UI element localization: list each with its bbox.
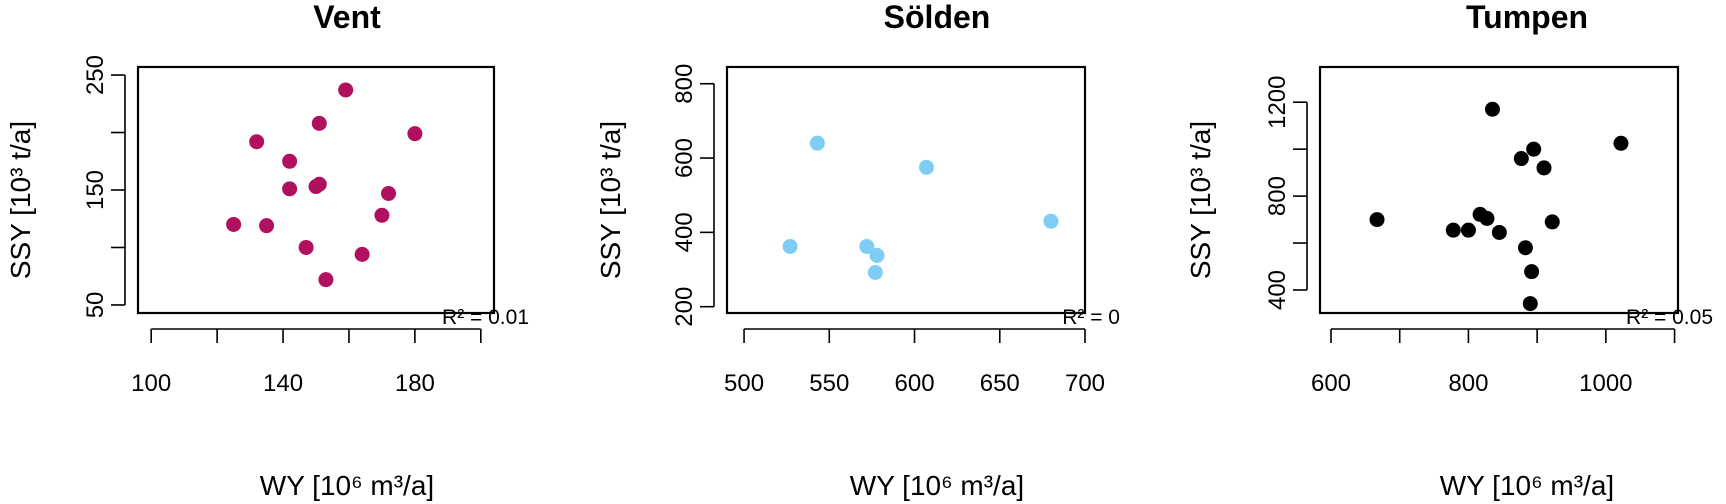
data-point	[1526, 141, 1542, 157]
data-point	[1613, 135, 1629, 151]
points	[782, 135, 1059, 280]
x-tick-label: 500	[724, 370, 764, 397]
y-tick-label: 150	[82, 170, 109, 210]
r-squared-label: R² = 0.01	[442, 306, 529, 329]
data-point	[282, 153, 298, 169]
data-point	[1517, 240, 1533, 256]
y-tick-label: 800	[1264, 176, 1291, 216]
x-axis: 500 550 600 650 700	[724, 328, 1105, 397]
x-axis-label: WY [10⁶ m³/a]	[1440, 470, 1614, 501]
data-point	[867, 264, 883, 280]
data-point	[1445, 222, 1461, 238]
x-axis: 600 800 1000	[1311, 328, 1676, 397]
y-axis: 50 150 250	[82, 55, 126, 319]
data-point	[1479, 210, 1495, 226]
y-tick-label: 600	[671, 138, 698, 178]
x-axis: 100 140 180	[131, 328, 482, 397]
data-point	[298, 239, 314, 255]
r-squared-label: R² = 0.05	[1626, 306, 1713, 329]
y-axis: 200 400 600 800	[671, 64, 715, 327]
plot-frame	[1318, 65, 1680, 315]
data-point	[869, 247, 885, 263]
y-axis: 400 800 1200	[1264, 76, 1308, 310]
data-point	[338, 82, 354, 98]
data-point	[226, 216, 242, 232]
x-tick-label: 600	[895, 370, 935, 397]
data-point	[1484, 101, 1500, 117]
data-point	[1536, 160, 1552, 176]
x-tick-label: 800	[1448, 370, 1488, 397]
data-point	[259, 218, 275, 234]
y-tick-label: 800	[671, 64, 698, 104]
data-point	[1513, 151, 1529, 167]
data-point	[809, 135, 825, 151]
data-point	[1043, 213, 1059, 229]
x-tick-label: 180	[395, 370, 435, 397]
x-tick-label: 550	[809, 370, 849, 397]
y-tick-label: 400	[671, 212, 698, 252]
x-tick-label: 600	[1311, 370, 1351, 397]
y-tick-label: 1200	[1264, 76, 1291, 129]
data-point	[311, 176, 327, 192]
y-axis-label: SSY [10³ t/a]	[5, 121, 36, 279]
chart-title: Sölden	[884, 0, 991, 35]
data-point	[1522, 296, 1538, 312]
r-squared-label: R² = 0	[1062, 306, 1120, 329]
plot-frame	[136, 65, 496, 315]
data-point	[354, 246, 370, 262]
panel-vent: Vent 50 150 250 100 140 180 R² = 0.01 WY [10…	[5, 0, 529, 501]
x-tick-label: 1000	[1579, 370, 1632, 397]
data-point	[249, 134, 265, 150]
x-tick-label: 650	[980, 370, 1020, 397]
x-tick-label: 100	[131, 370, 171, 397]
data-point	[1491, 224, 1507, 240]
data-point	[859, 238, 875, 254]
data-point	[374, 207, 390, 223]
panel-solden: Sölden 200 400 600 800 500 550 600 650 700 R² =…	[595, 0, 1120, 501]
data-point	[318, 272, 334, 288]
data-point	[282, 181, 298, 197]
data-point	[918, 159, 934, 175]
points	[226, 82, 423, 288]
x-tick-label: 140	[263, 370, 303, 397]
x-axis-label: WY [10⁶ m³/a]	[850, 470, 1024, 501]
y-tick-label: 50	[82, 292, 109, 319]
y-tick-label: 400	[1264, 270, 1291, 310]
points	[1369, 101, 1629, 312]
chart-title: Tumpen	[1466, 0, 1588, 35]
x-tick-label: 700	[1065, 370, 1105, 397]
data-point	[311, 115, 327, 131]
data-point	[381, 185, 397, 201]
y-tick-label: 200	[671, 287, 698, 327]
panel-tumpen: Tumpen 400 800 1200 600 800 1000 R² = 0.05 W…	[1185, 0, 1713, 501]
y-axis-label: SSY [10³ t/a]	[1185, 121, 1216, 279]
plot-frame	[725, 65, 1087, 315]
chart-title: Vent	[313, 0, 381, 35]
y-tick-label: 250	[82, 55, 109, 95]
data-point	[1524, 264, 1540, 280]
data-point	[1544, 214, 1560, 230]
data-point	[782, 238, 798, 254]
y-axis-label: SSY [10³ t/a]	[595, 121, 626, 279]
data-point	[407, 126, 423, 142]
data-point	[1369, 212, 1385, 228]
x-axis-label: WY [10⁶ m³/a]	[260, 470, 434, 501]
data-point	[1460, 222, 1476, 238]
